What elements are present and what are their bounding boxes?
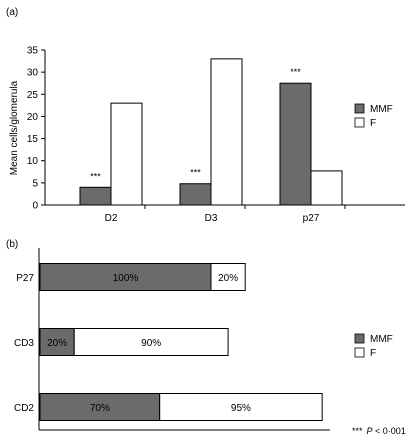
y-tick-label: 30	[27, 68, 39, 79]
panel-b-label: (b)	[6, 239, 18, 250]
panel-a-legend: MMF F	[354, 103, 393, 129]
legend-a-swatch-f	[354, 117, 365, 128]
bar-value-label: 100%	[113, 273, 139, 284]
panel-b-legend: MMF F	[354, 333, 393, 359]
panel-a-y-ticks: 0 5 10 15 20 25 30 35	[27, 46, 45, 212]
y-tick-label: 20	[27, 112, 39, 123]
bar-f-d2	[110, 102, 143, 206]
y-tick-label: 5	[32, 178, 38, 189]
category-label: CD2	[14, 403, 34, 414]
legend-a-swatch-mmf	[354, 103, 365, 114]
significance-mark: ***	[190, 168, 201, 178]
panel-a-significance-marks: *** *** ***	[90, 67, 301, 181]
legend-b-label-f: F	[370, 348, 376, 359]
bar-value-label: 70%	[90, 403, 110, 414]
y-tick-label: 0	[32, 201, 38, 212]
bar-f-d3	[210, 58, 243, 206]
panel-a-y-axis-title: Mean cells/glomerula	[9, 80, 20, 175]
significance-mark: ***	[290, 67, 301, 77]
panel-a-label: (a)	[6, 7, 18, 18]
bar-value-label: 95%	[231, 403, 251, 414]
bar-mmf-d2	[79, 186, 112, 206]
bar-value-label: 20%	[218, 273, 238, 284]
footnote-stars: ***	[352, 426, 363, 436]
y-tick-label: 35	[27, 46, 39, 57]
x-tick-label: D3	[205, 213, 218, 224]
footnote-rest: < 0·001	[373, 426, 406, 436]
legend-b-swatch-mmf	[354, 333, 365, 344]
significance-mark: ***	[90, 171, 101, 181]
bar-f-cd3	[73, 328, 229, 356]
legend-a-label-f: F	[370, 118, 376, 129]
y-tick-label: 25	[27, 90, 39, 101]
y-tick-label: 15	[27, 134, 39, 145]
footnote: *** P < 0·001	[352, 426, 406, 436]
panel-a-x-labels: D2 D3 p27	[105, 205, 346, 224]
bar-f-p27	[310, 170, 343, 206]
bar-mmf-p27	[279, 82, 312, 206]
bar-f-cd2	[159, 393, 323, 421]
category-label: CD3	[14, 338, 34, 349]
bar-value-label: 20%	[47, 338, 67, 349]
panel-a-bars	[79, 58, 343, 206]
bar-f-p27	[210, 263, 246, 291]
footnote-p: P	[367, 426, 373, 436]
panel-b-category-labels: P27 CD3 CD2	[14, 273, 34, 414]
panel-b-bars: 100% 20% 20% 90% 70% 95%	[39, 263, 323, 421]
x-tick-label: D2	[105, 213, 118, 224]
x-tick-label: p27	[303, 213, 320, 224]
category-label: P27	[16, 273, 34, 284]
bar-value-label: 90%	[141, 338, 161, 349]
legend-a-label-mmf: MMF	[370, 104, 393, 115]
bar-mmf-d3	[179, 183, 212, 206]
y-tick-label: 10	[27, 156, 39, 167]
legend-b-swatch-f	[354, 347, 365, 358]
legend-b-label-mmf: MMF	[370, 334, 393, 345]
